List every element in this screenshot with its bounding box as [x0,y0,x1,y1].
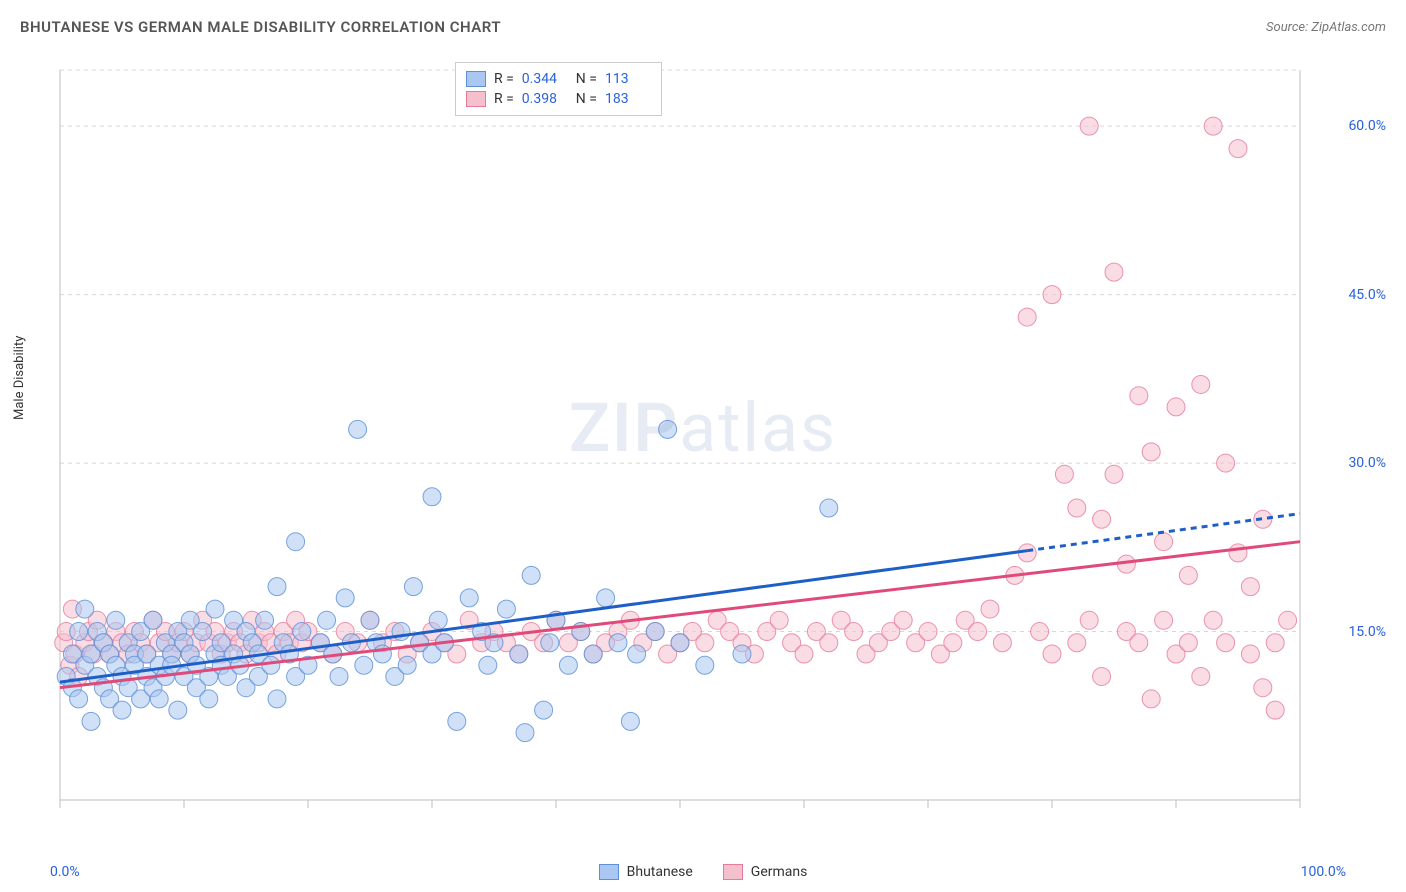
r-value: 0.398 [522,91,568,107]
series-swatch-icon [723,864,743,880]
series-swatch-icon [599,864,619,880]
n-label: N = [576,71,597,87]
series-label: Bhutanese [627,864,693,880]
source-attribution: Source: ZipAtlas.com [1266,20,1386,35]
plot-area [50,60,1330,830]
n-value: 113 [605,71,651,87]
series-swatch-icon [466,91,486,107]
r-label: R = [494,91,514,107]
legend-item: Germans [723,864,808,880]
legend-item: Bhutanese [599,864,693,880]
header: BHUTANESE VS GERMAN MALE DISABILITY CORR… [20,18,1386,36]
n-value: 183 [605,91,651,107]
chart-title: BHUTANESE VS GERMAN MALE DISABILITY CORR… [20,18,501,36]
r-label: R = [494,71,514,87]
legend-row: R = 0.398 N = 183 [466,89,651,109]
y-tick-label: 30.0% [1348,455,1386,471]
y-tick-label: 45.0% [1348,287,1386,303]
series-legend: Bhutanese Germans [0,864,1406,880]
y-axis-label: Male Disability [12,336,27,420]
legend-row: R = 0.344 N = 113 [466,69,651,89]
n-label: N = [576,91,597,107]
correlation-legend: R = 0.344 N = 113 R = 0.398 N = 183 [455,62,662,116]
y-tick-label: 60.0% [1348,118,1386,134]
y-tick-label: 15.0% [1348,624,1386,640]
scatter-chart [50,60,1330,830]
r-value: 0.344 [522,71,568,87]
series-swatch-icon [466,71,486,87]
series-label: Germans [751,864,808,880]
